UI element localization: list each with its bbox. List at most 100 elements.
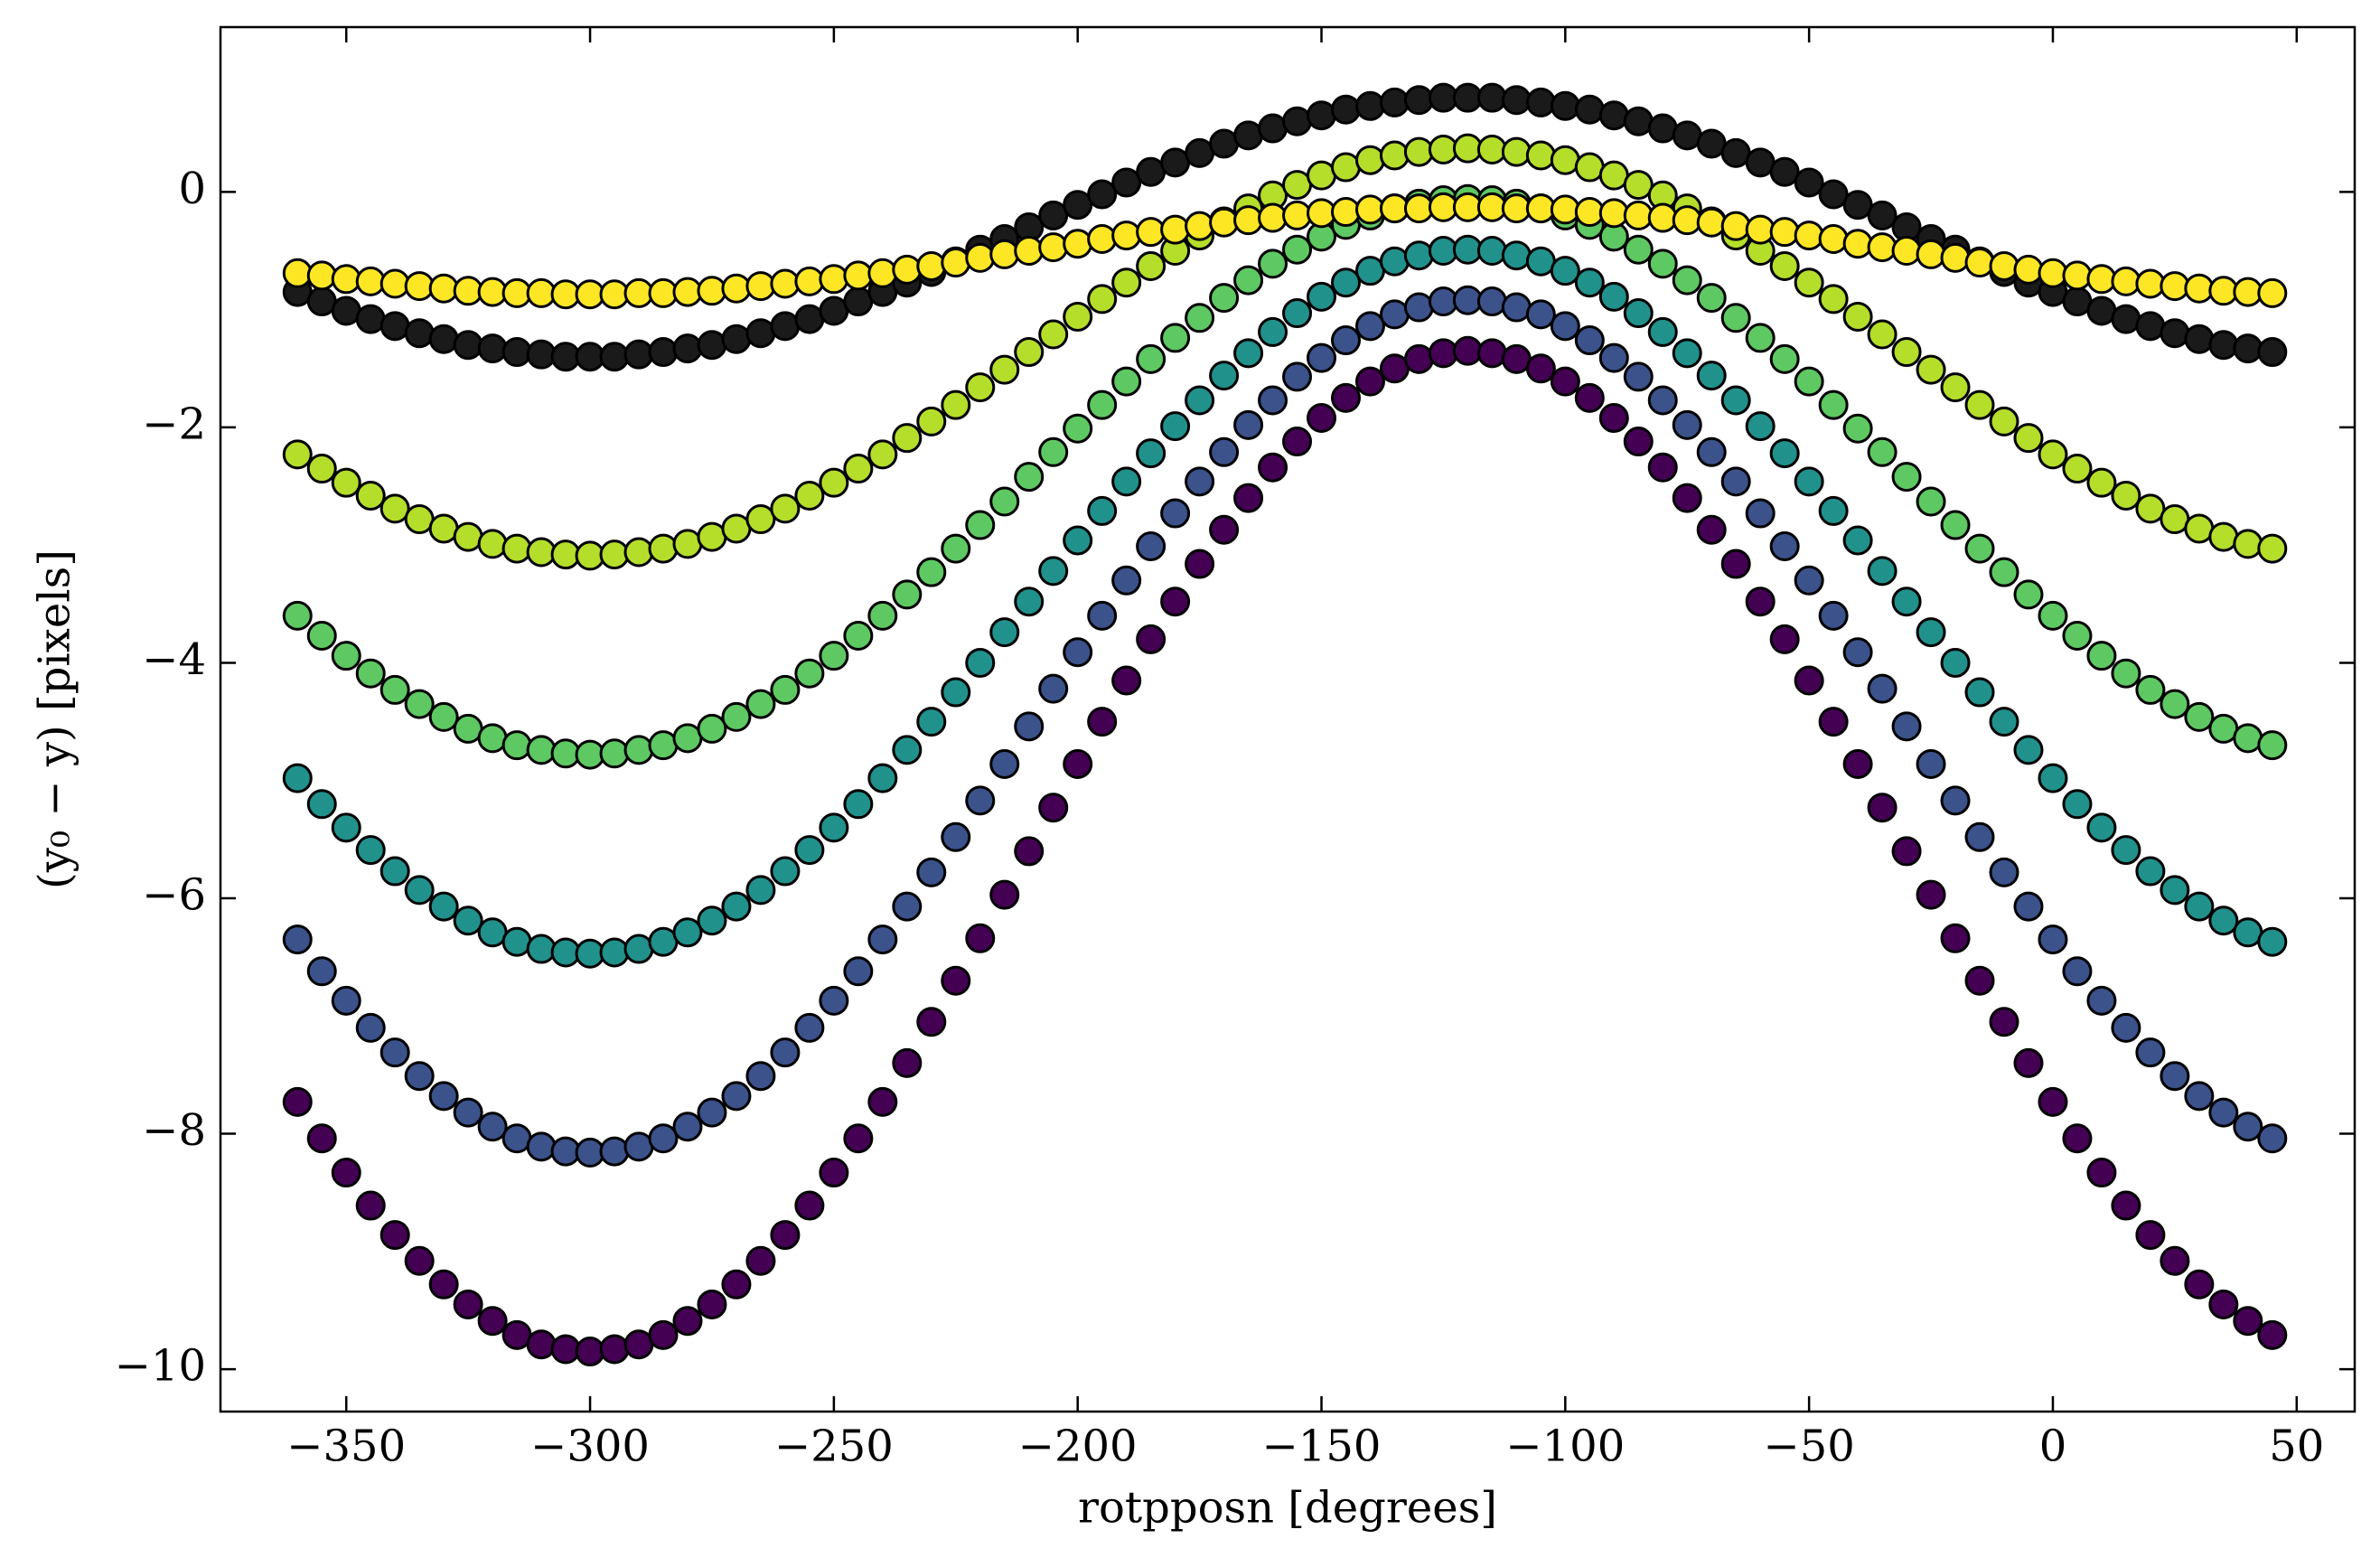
scatter-point	[2086, 985, 2117, 1016]
scatter-point	[355, 266, 386, 296]
scatter-point	[794, 1190, 825, 1221]
scatter-point	[2233, 1306, 2263, 1337]
y-tick-label: 0	[178, 164, 206, 214]
scatter-point	[2086, 296, 2117, 326]
scatter-point	[2111, 480, 2141, 511]
scatter-point	[1330, 325, 1361, 356]
scatter-point	[1403, 85, 1434, 116]
scatter-point	[1794, 366, 1824, 397]
scatter-point	[1452, 133, 1483, 164]
scatter-point	[819, 1158, 849, 1188]
scatter-point	[1623, 361, 1654, 392]
scatter-point	[1379, 87, 1410, 117]
scatter-point	[1233, 265, 1264, 296]
scatter-point	[1647, 452, 1678, 483]
scatter-point	[1111, 167, 1142, 198]
scatter-point	[1891, 236, 1922, 267]
scatter-point	[1867, 319, 1897, 350]
scatter-point	[2233, 529, 2263, 559]
scatter-point	[550, 540, 581, 570]
scatter-point	[306, 956, 337, 987]
scatter-point	[2233, 277, 2263, 307]
scatter-point	[1209, 436, 1240, 467]
scatter-point	[526, 1131, 557, 1162]
scatter-point	[843, 789, 874, 820]
x-tick-label: −100	[1505, 1422, 1625, 1472]
scatter-point	[1989, 857, 2019, 887]
scatter-point	[648, 730, 679, 761]
scatter-point	[453, 1289, 483, 1319]
scatter-point	[379, 856, 410, 887]
scatter-point	[1014, 462, 1045, 493]
scatter-point	[1916, 749, 1946, 780]
scatter-point	[2257, 1319, 2288, 1350]
scatter-point	[1550, 90, 1580, 121]
scatter-point	[575, 938, 605, 969]
scatter-point	[306, 260, 337, 291]
scatter-point	[819, 467, 849, 498]
scatter-point	[1014, 711, 1045, 742]
scatter-point	[916, 1007, 947, 1037]
scatter-point	[2111, 658, 2141, 689]
scatter-point	[1842, 301, 1873, 332]
scatter-point	[526, 934, 557, 964]
scatter-point	[1476, 192, 1507, 222]
scatter-point	[2111, 1190, 2141, 1221]
scatter-point	[1794, 221, 1824, 251]
scatter-point	[1891, 711, 1922, 742]
scatter-point	[794, 658, 825, 689]
x-axis-label: rotpposn [degrees]	[1078, 1483, 1497, 1534]
scatter-point	[1891, 586, 1922, 617]
scatter-point	[1745, 323, 1776, 353]
scatter-point	[1014, 836, 1045, 867]
scatter-point	[1672, 120, 1702, 151]
scatter-point	[1574, 267, 1605, 298]
scatter-point	[1038, 436, 1069, 467]
scatter-point	[1745, 586, 1776, 617]
scatter-point	[379, 268, 410, 299]
scatter-point	[2135, 1037, 2166, 1068]
scatter-point	[428, 891, 459, 922]
scatter-point	[1647, 316, 1678, 347]
scatter-point	[2184, 891, 2215, 922]
scatter-point	[843, 1123, 874, 1154]
scatter-point	[1818, 284, 1849, 314]
scatter-point	[721, 273, 752, 304]
scatter-point	[1087, 284, 1118, 314]
scatter-point	[1745, 214, 1776, 245]
scatter-point	[453, 521, 483, 552]
scatter-point	[1745, 411, 1776, 442]
scatter-point	[501, 730, 532, 761]
scatter-point	[770, 1037, 801, 1068]
scatter-point	[989, 879, 1020, 910]
scatter-point	[1720, 466, 1751, 497]
scatter-point	[1598, 403, 1629, 434]
scatter-point	[1940, 372, 1971, 403]
scatter-point	[477, 1112, 508, 1142]
scatter-point	[282, 258, 313, 288]
scatter-point	[599, 1334, 630, 1365]
scatter-point	[1672, 483, 1702, 513]
scatter-point	[2038, 600, 2068, 631]
scatter-point	[916, 406, 947, 436]
scatter-point	[2160, 1245, 2190, 1276]
scatter-point	[1428, 134, 1458, 164]
scatter-point	[1794, 267, 1824, 298]
scatter-point	[1233, 483, 1264, 513]
scatter-point	[1647, 113, 1678, 144]
scatter-point	[1720, 549, 1751, 579]
scatter-point	[745, 318, 776, 349]
scatter-point	[892, 735, 923, 765]
scatter-point	[989, 486, 1020, 517]
scatter-point	[794, 266, 825, 296]
scatter-point	[1964, 821, 1995, 852]
scatter-point	[1233, 338, 1264, 369]
scatter-point	[1038, 793, 1069, 823]
scatter-point	[1476, 236, 1507, 267]
scatter-point	[1672, 338, 1702, 369]
scatter-point	[453, 905, 483, 936]
scatter-point	[2086, 812, 2117, 843]
scatter-point	[745, 271, 776, 302]
scatter-point	[453, 1097, 483, 1128]
scatter-point	[2135, 856, 2166, 887]
